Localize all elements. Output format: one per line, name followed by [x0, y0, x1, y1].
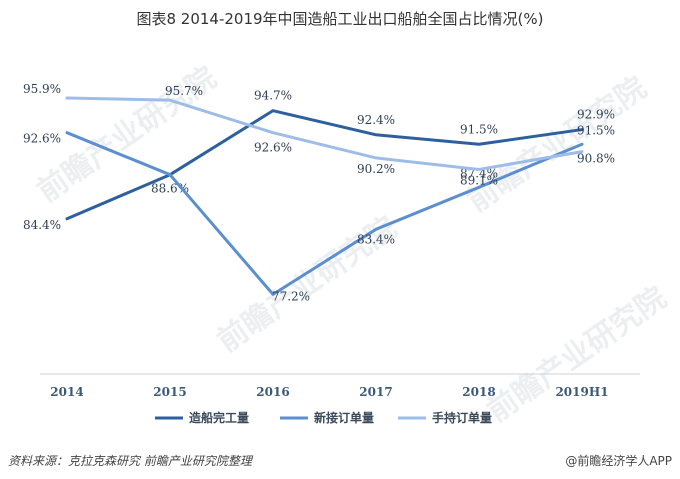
data-label: 84.4%: [23, 218, 61, 232]
x-tick-label: 2015: [153, 385, 186, 399]
line-chart: 2014 2015 2016 2017 2018 2019H184.4%88.6%94.7…: [23, 82, 640, 425]
data-label: 77.2%: [272, 289, 310, 303]
source-note: 资料来源：克拉克森研究 前瞻产业研究院整理: [8, 454, 252, 468]
legend-label: 手持订单量: [432, 410, 492, 425]
data-label: 92.6%: [23, 132, 61, 146]
brand-credit: @前瞻经济学人APP: [565, 454, 672, 468]
data-label: 94.7%: [254, 89, 292, 103]
data-label: 83.4%: [357, 232, 395, 246]
data-label: 89.1%: [460, 173, 498, 187]
data-label: 95.9%: [23, 82, 61, 96]
data-label: 90.2%: [357, 162, 395, 176]
legend-label: 造船完工量: [189, 410, 249, 425]
data-label: 95.7%: [165, 84, 203, 98]
data-label: 91.5%: [577, 123, 615, 137]
data-label: 92.9%: [577, 108, 615, 122]
data-label: 92.4%: [357, 113, 395, 127]
data-label: 91.5%: [460, 122, 498, 136]
x-tick-label: 2014: [50, 385, 83, 399]
x-tick-label: 2019H1: [555, 385, 608, 399]
chart-title: 图表8 2014-2019年中国造船工业出口船舶全国占比情况(%): [136, 10, 544, 28]
data-label: 92.6%: [254, 141, 292, 155]
x-tick-label: 2016: [256, 385, 289, 399]
series-line-2: [65, 131, 584, 296]
legend-label: 新接订单量: [314, 410, 374, 425]
x-tick-label: 2017: [359, 385, 392, 399]
data-label: 90.8%: [577, 152, 615, 166]
series-line-3: [65, 96, 584, 171]
x-tick-label: 2018: [462, 385, 495, 399]
series-line-1: [65, 109, 584, 221]
